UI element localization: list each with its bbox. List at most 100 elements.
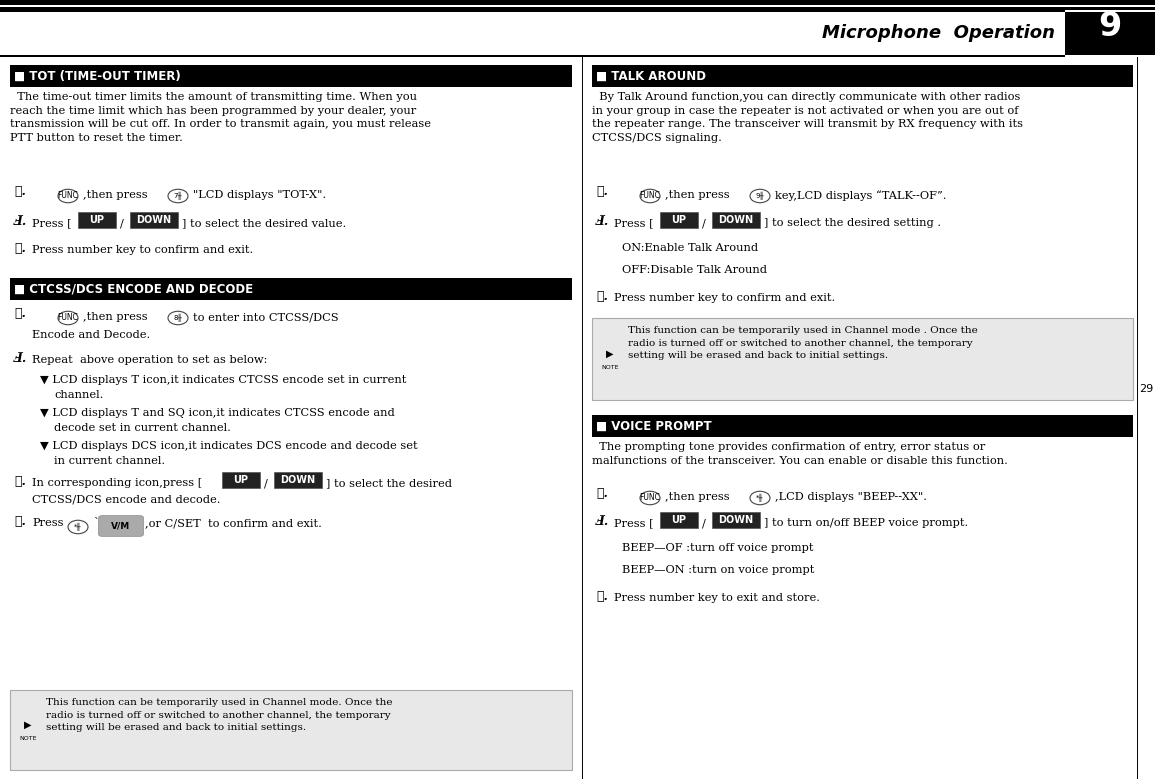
Text: In corresponding icon,press [: In corresponding icon,press [ <box>32 478 202 488</box>
Text: ℱ.: ℱ. <box>14 185 25 198</box>
Text: ▶: ▶ <box>24 720 31 730</box>
Bar <box>274 472 322 488</box>
Text: ℴ.: ℴ. <box>14 515 25 528</box>
Bar <box>0 8 1065 12</box>
Circle shape <box>750 189 770 203</box>
Text: ON:Enable Talk Around: ON:Enable Talk Around <box>623 243 758 253</box>
Text: BEEP—ON :turn on voice prompt: BEEP—ON :turn on voice prompt <box>623 565 814 575</box>
Text: Repeat  above operation to set as below:: Repeat above operation to set as below: <box>32 355 267 365</box>
Text: OFF:Disable Talk Around: OFF:Disable Talk Around <box>623 265 767 275</box>
Text: ] to select the desired: ] to select the desired <box>326 478 452 488</box>
Text: This function can be temporarily used in Channel mode . Once the
radio is turned: This function can be temporarily used in… <box>628 326 978 360</box>
Text: DOWN: DOWN <box>718 515 753 525</box>
Text: *╫: *╫ <box>74 523 82 531</box>
Text: UP: UP <box>233 475 248 485</box>
Bar <box>0 55 1065 57</box>
Text: Ⅎ.: Ⅎ. <box>14 215 28 228</box>
Text: to enter into CTCSS/DCS: to enter into CTCSS/DCS <box>193 312 338 322</box>
Text: ,then press: ,then press <box>83 312 148 322</box>
Bar <box>10 65 572 87</box>
Text: ℱ.: ℱ. <box>596 185 608 198</box>
Text: ℱ.: ℱ. <box>14 307 25 320</box>
Text: ] to select the desired value.: ] to select the desired value. <box>182 218 346 228</box>
Text: in current channel.: in current channel. <box>54 456 165 466</box>
Text: ▼ LCD displays T icon,it indicates CTCSS encode set in current: ▼ LCD displays T icon,it indicates CTCSS… <box>40 375 407 385</box>
Text: Ⅎ.: Ⅎ. <box>14 352 28 365</box>
Text: UP: UP <box>671 215 686 225</box>
Text: ■ VOICE PROMPT: ■ VOICE PROMPT <box>596 420 711 432</box>
Circle shape <box>167 312 188 325</box>
Text: This function can be temporarily used in Channel mode. Once the
radio is turned : This function can be temporarily used in… <box>46 698 393 732</box>
Text: Ⅎ.: Ⅎ. <box>596 515 609 528</box>
Bar <box>593 318 1133 400</box>
Text: ■ TALK AROUND: ■ TALK AROUND <box>596 69 706 83</box>
Bar <box>711 212 760 228</box>
Text: FUNC: FUNC <box>640 494 661 502</box>
Text: Press number key to confirm and exit.: Press number key to confirm and exit. <box>614 293 835 303</box>
Text: 8╫: 8╫ <box>173 314 182 323</box>
Text: `: ` <box>94 518 98 528</box>
Text: key,LCD displays “TALK--OF”.: key,LCD displays “TALK--OF”. <box>775 190 946 201</box>
Text: Ⅎ.: Ⅎ. <box>596 215 609 228</box>
Text: BEEP—OF :turn off voice prompt: BEEP—OF :turn off voice prompt <box>623 543 813 553</box>
Text: DOWN: DOWN <box>281 475 315 485</box>
Text: DOWN: DOWN <box>136 215 172 225</box>
Text: ▼ LCD displays T and SQ icon,it indicates CTCSS encode and: ▼ LCD displays T and SQ icon,it indicate… <box>40 408 395 418</box>
Text: ] to select the desired setting .: ] to select the desired setting . <box>763 218 941 228</box>
Bar <box>593 415 1133 437</box>
Text: ℱ.: ℱ. <box>596 487 608 500</box>
FancyBboxPatch shape <box>98 516 143 536</box>
Text: 9: 9 <box>1098 10 1122 44</box>
Circle shape <box>68 520 88 534</box>
Text: decode set in current channel.: decode set in current channel. <box>54 423 231 433</box>
Text: Press [: Press [ <box>32 218 72 228</box>
Text: FUNC: FUNC <box>58 192 79 200</box>
Text: ,then press: ,then press <box>83 190 148 200</box>
Text: ■ CTCSS/DCS ENCODE AND DECODE: ■ CTCSS/DCS ENCODE AND DECODE <box>14 283 253 295</box>
Text: /: / <box>702 518 706 528</box>
Text: Press [: Press [ <box>614 218 654 228</box>
Bar <box>1065 5 1155 7</box>
Circle shape <box>750 492 770 505</box>
Bar <box>0 0 1155 8</box>
Bar <box>131 212 178 228</box>
Circle shape <box>640 492 660 505</box>
Text: ℳ.: ℳ. <box>596 590 608 603</box>
Text: ▶: ▶ <box>606 349 613 359</box>
Text: ,LCD displays "BEEP--XX".: ,LCD displays "BEEP--XX". <box>775 492 927 502</box>
Text: ℳ.: ℳ. <box>596 290 608 303</box>
Text: UP: UP <box>671 515 686 525</box>
Text: ■ TOT (TIME-OUT TIMER): ■ TOT (TIME-OUT TIMER) <box>14 69 180 83</box>
Text: ,then press: ,then press <box>665 190 730 200</box>
Text: The prompting tone provides confirmation of entry, error status or
malfunctions : The prompting tone provides confirmation… <box>593 442 1008 466</box>
Bar <box>222 472 260 488</box>
Bar <box>593 65 1133 87</box>
Bar <box>1065 0 1155 55</box>
Text: /: / <box>702 218 706 228</box>
Text: Press number key to exit and store.: Press number key to exit and store. <box>614 593 820 603</box>
Bar <box>10 690 572 770</box>
Text: 9╫: 9╫ <box>755 192 765 200</box>
Text: "LCD displays "TOT-X".: "LCD displays "TOT-X". <box>193 190 326 200</box>
Text: ℳ.: ℳ. <box>14 475 25 488</box>
Bar <box>79 212 116 228</box>
Text: DOWN: DOWN <box>718 215 753 225</box>
Text: V/M: V/M <box>111 521 131 530</box>
Circle shape <box>640 189 660 203</box>
Text: /: / <box>264 478 268 488</box>
Bar <box>660 512 698 528</box>
Text: ,or C/SET  to confirm and exit.: ,or C/SET to confirm and exit. <box>146 518 322 528</box>
Text: *╫: *╫ <box>757 494 763 502</box>
Text: ▼ LCD displays DCS icon,it indicates DCS encode and decode set: ▼ LCD displays DCS icon,it indicates DCS… <box>40 441 418 451</box>
Text: ℳ.: ℳ. <box>14 242 25 255</box>
Bar <box>1065 10 1155 12</box>
Text: Press [: Press [ <box>614 518 654 528</box>
Text: FUNC: FUNC <box>58 313 79 323</box>
Text: ,then press: ,then press <box>665 492 730 502</box>
Text: FUNC: FUNC <box>640 192 661 200</box>
Text: channel.: channel. <box>54 390 104 400</box>
Text: CTCSS/DCS encode and decode.: CTCSS/DCS encode and decode. <box>32 494 221 504</box>
Text: 29: 29 <box>1139 385 1153 394</box>
Bar <box>0 5 1065 7</box>
Text: NOTE: NOTE <box>602 365 619 371</box>
